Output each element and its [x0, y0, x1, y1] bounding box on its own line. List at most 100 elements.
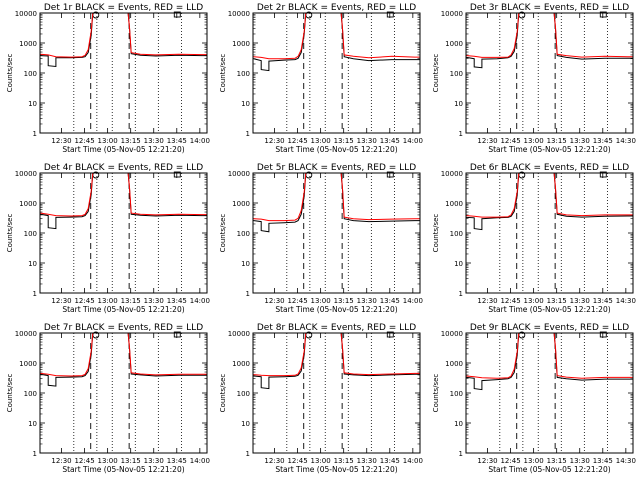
x-tick-label: 14:00: [190, 137, 210, 145]
square-marker: [173, 11, 181, 18]
x-tick-label: 13:30: [357, 297, 377, 305]
plot-frame: [39, 172, 208, 294]
events-series-line: [40, 333, 207, 387]
panel-title: Det 3r BLACK = Events, RED = LLD: [470, 3, 629, 13]
y-tick-label: 10: [28, 420, 37, 428]
y-tick-label: 10: [454, 100, 463, 108]
events-series-line: [40, 13, 207, 68]
x-tick-label: 13:30: [144, 457, 164, 465]
x-axis-label: Start Time (05-Nov-05 12:21:20): [488, 465, 610, 474]
square-marker: [599, 171, 607, 178]
y-axis-label: Counts/sec: [432, 214, 440, 253]
y-tick-label: 10: [241, 260, 250, 268]
x-tick-label: 14:30: [616, 457, 636, 465]
y-tick-label: 1000: [19, 200, 37, 208]
x-tick-label: 12:45: [500, 457, 520, 465]
y-axis-label: Counts/sec: [219, 374, 227, 413]
y-tick-label: 1: [246, 450, 250, 458]
y-tick-label: 10000: [228, 330, 250, 338]
lld-series-line: [40, 173, 207, 217]
x-tick-label: 12:30: [264, 457, 284, 465]
events-series-line: [253, 333, 420, 390]
panel-det-9: Det 9r BLACK = Events, RED = LLD 1 10 100 10…: [432, 323, 636, 474]
plot-frame: [252, 172, 421, 294]
events-series-line: [466, 13, 633, 69]
plot-frame: [39, 12, 208, 134]
events-series-line: [40, 173, 207, 230]
y-tick-label: 1: [459, 450, 463, 458]
plot-frame: [39, 332, 208, 454]
x-tick-label: 13:45: [593, 457, 613, 465]
x-axis-label: Start Time (05-Nov-05 12:21:20): [62, 145, 184, 154]
x-tick-label: 12:45: [74, 137, 94, 145]
x-tick-label: 13:45: [167, 297, 187, 305]
y-tick-label: 100: [450, 390, 463, 398]
plot-frame: [252, 12, 421, 134]
x-tick-label: 13:00: [311, 297, 331, 305]
x-axis-label: Start Time (05-Nov-05 12:21:20): [275, 145, 397, 154]
panel-title: Det 5r BLACK = Events, RED = LLD: [257, 163, 416, 173]
x-tick-label: 13:45: [593, 297, 613, 305]
panel-det-4: Det 4r BLACK = Events, RED = LLD 1 10 100 10…: [6, 163, 210, 314]
y-axis-label: Counts/sec: [6, 374, 14, 413]
x-tick-label: 12:30: [264, 297, 284, 305]
panel-det-1: Det 1r BLACK = Events, RED = LLD 1 10 100 10…: [6, 3, 210, 154]
y-tick-label: 10: [454, 420, 463, 428]
x-tick-label: 13:45: [380, 297, 400, 305]
y-tick-label: 10000: [441, 330, 463, 338]
x-tick-label: 13:15: [334, 457, 354, 465]
x-tick-label: 13:30: [357, 457, 377, 465]
x-axis-label: Start Time (05-Nov-05 12:21:20): [275, 305, 397, 314]
x-tick-label: 12:30: [477, 457, 497, 465]
panel-title: Det 1r BLACK = Events, RED = LLD: [44, 3, 203, 13]
y-axis-label: Counts/sec: [6, 54, 14, 93]
y-axis-label: Counts/sec: [432, 374, 440, 413]
x-tick-label: 12:45: [287, 137, 307, 145]
y-tick-label: 10: [241, 420, 250, 428]
x-tick-label: 12:45: [74, 297, 94, 305]
panel-title: Det 4r BLACK = Events, RED = LLD: [44, 163, 203, 173]
panel-det-2: Det 2r BLACK = Events, RED = LLD 1 10 100 10…: [219, 3, 423, 154]
x-tick-label: 12:30: [51, 297, 71, 305]
x-tick-label: 13:15: [334, 137, 354, 145]
panel-det-8: Det 8r BLACK = Events, RED = LLD 1 10 100 10…: [219, 323, 423, 474]
y-tick-label: 100: [450, 70, 463, 78]
y-tick-label: 10000: [15, 10, 37, 18]
panel-det-6: Det 6r BLACK = Events, RED = LLD 1 10 100 10…: [432, 163, 636, 314]
y-tick-label: 100: [24, 390, 37, 398]
lld-series-line: [466, 173, 633, 218]
x-tick-label: 13:45: [167, 137, 187, 145]
panel-title: Det 6r BLACK = Events, RED = LLD: [470, 163, 629, 173]
square-marker: [386, 331, 394, 338]
y-tick-label: 100: [24, 70, 37, 78]
y-tick-label: 1000: [445, 200, 463, 208]
x-tick-label: 13:15: [121, 137, 141, 145]
plot-frame: [252, 332, 421, 454]
plot-frame: [465, 332, 634, 454]
x-tick-label: 12:30: [264, 137, 284, 145]
x-axis-label: Start Time (05-Nov-05 12:21:20): [488, 145, 610, 154]
y-axis-label: Counts/sec: [6, 214, 14, 253]
y-tick-label: 1: [33, 450, 37, 458]
y-axis-label: Counts/sec: [219, 54, 227, 93]
x-tick-label: 13:30: [144, 137, 164, 145]
x-tick-label: 13:00: [98, 297, 118, 305]
x-tick-label: 13:45: [380, 137, 400, 145]
y-tick-label: 10: [241, 100, 250, 108]
x-tick-label: 13:15: [121, 457, 141, 465]
x-tick-label: 13:45: [593, 137, 613, 145]
y-tick-label: 100: [237, 230, 250, 238]
x-tick-label: 12:30: [51, 137, 71, 145]
x-tick-label: 14:30: [616, 297, 636, 305]
y-tick-label: 1000: [445, 360, 463, 368]
x-tick-label: 13:30: [570, 137, 590, 145]
x-tick-label: 13:15: [547, 457, 567, 465]
x-tick-label: 14:00: [403, 457, 423, 465]
x-tick-label: 12:45: [287, 457, 307, 465]
x-axis-label: Start Time (05-Nov-05 12:21:20): [62, 305, 184, 314]
x-axis-label: Start Time (05-Nov-05 12:21:20): [62, 465, 184, 474]
x-tick-label: 12:45: [500, 297, 520, 305]
lld-series-line: [466, 13, 633, 58]
plot-frame: [465, 172, 634, 294]
x-tick-label: 13:15: [547, 137, 567, 145]
